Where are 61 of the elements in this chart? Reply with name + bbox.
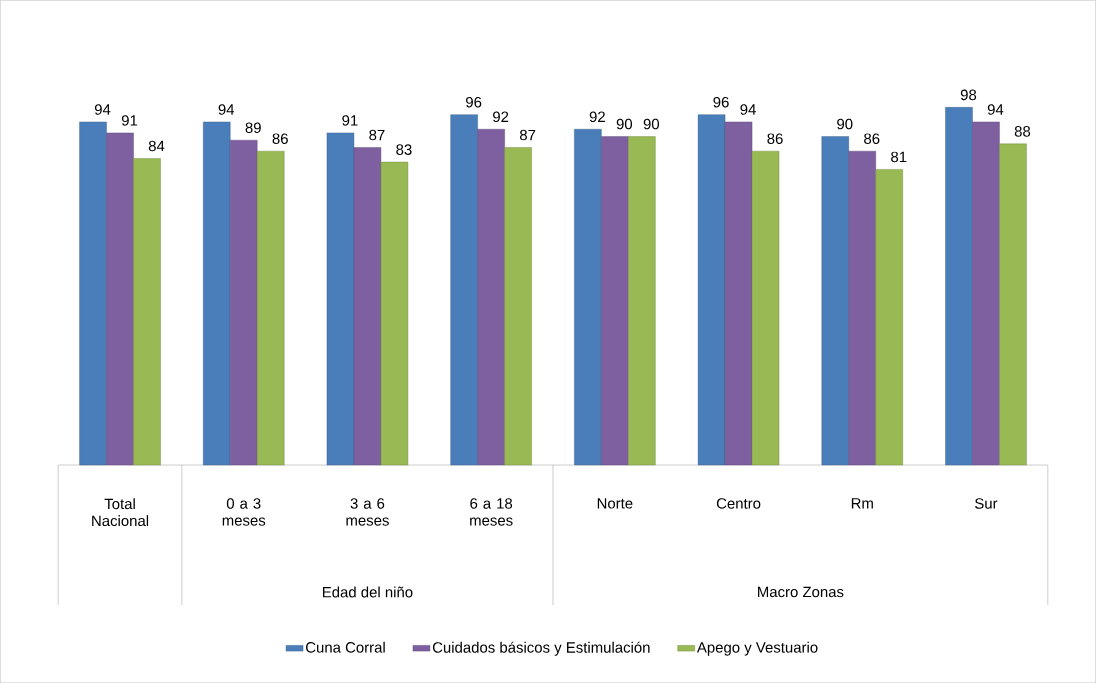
bar — [875, 169, 903, 466]
data-label: 87 — [369, 129, 385, 141]
bar — [106, 132, 134, 466]
data-label: 94 — [218, 104, 235, 115]
data-label: 81 — [891, 151, 907, 163]
bar — [380, 161, 409, 466]
bar — [477, 128, 505, 466]
bar — [79, 121, 107, 466]
data-label: 86 — [864, 133, 880, 144]
bar — [353, 147, 382, 466]
bar — [628, 136, 656, 466]
data-label: 94 — [94, 104, 111, 115]
bar — [751, 150, 780, 466]
bar — [945, 107, 973, 466]
data-label: 91 — [121, 115, 138, 126]
data-label: 90 — [643, 118, 660, 130]
bar — [203, 121, 231, 466]
data-label: 96 — [713, 96, 729, 108]
bar — [326, 132, 355, 466]
bar — [230, 139, 258, 466]
x-tick-label: Sur — [975, 498, 998, 509]
data-label: 87 — [519, 129, 536, 141]
bar — [972, 121, 1000, 466]
data-label: 84 — [148, 140, 165, 152]
data-label: 94 — [740, 104, 756, 115]
bar — [450, 114, 478, 466]
x-tick-label: Norte — [597, 498, 633, 509]
x-tick-label: 6 a 18 meses — [470, 498, 513, 526]
bar — [697, 114, 726, 466]
data-label: 83 — [396, 144, 412, 155]
data-label: 98 — [960, 89, 977, 101]
bar — [848, 150, 876, 466]
data-label: 89 — [245, 122, 261, 133]
bar — [133, 158, 161, 466]
x-tick-label: Centro — [716, 498, 761, 509]
bar — [999, 143, 1027, 466]
data-label: 91 — [342, 115, 358, 126]
legend-label: Cuidados básicos y Estimulación — [432, 641, 650, 656]
data-label: 88 — [1014, 126, 1031, 137]
x-tick-label: Rm — [851, 498, 873, 509]
x-tick-label: 3 a 6 meses — [346, 498, 389, 526]
data-label: 90 — [837, 118, 853, 130]
data-label: 86 — [272, 133, 288, 144]
legend-label: Apego y Vestuario — [696, 641, 818, 656]
data-label: 86 — [767, 133, 783, 144]
data-label: 92 — [493, 111, 509, 122]
legend-label: Cuna Corral — [306, 641, 385, 653]
text: Edad del niño — [322, 586, 413, 598]
x-tick-label: Total Nacional — [92, 498, 149, 527]
bar — [574, 128, 602, 466]
bar — [601, 136, 629, 466]
data-label: 96 — [466, 96, 482, 108]
bar — [504, 147, 532, 466]
data-label: 94 — [987, 104, 1004, 115]
x-tick-label: 0 a 3 meses — [222, 498, 266, 526]
bar — [821, 136, 849, 466]
bar — [257, 150, 285, 466]
data-label: 92 — [589, 111, 605, 122]
text: Macro Zonas — [758, 586, 844, 598]
bar — [724, 121, 753, 466]
data-label: 90 — [616, 118, 633, 130]
